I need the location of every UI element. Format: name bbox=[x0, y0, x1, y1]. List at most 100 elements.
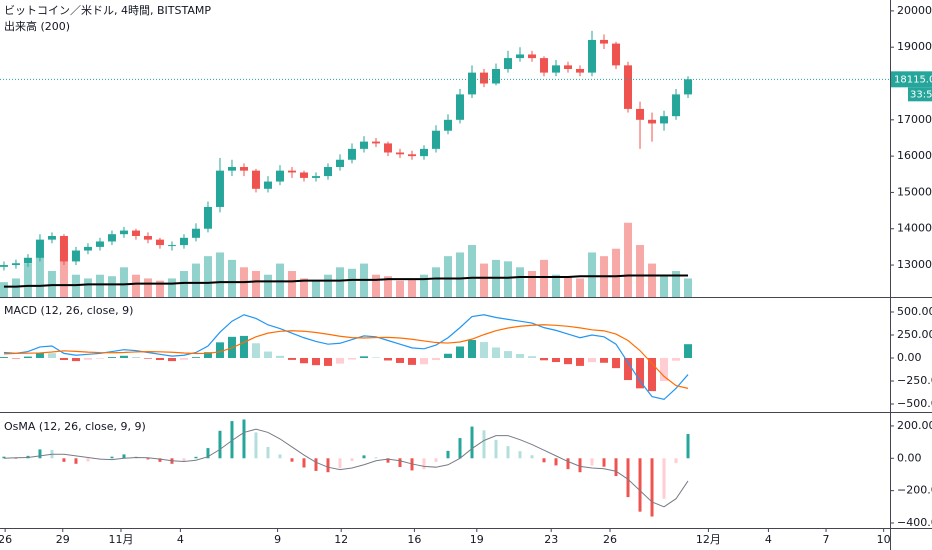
candle-body bbox=[71, 250, 80, 262]
volume-bar bbox=[107, 276, 116, 297]
volume-bar bbox=[383, 276, 392, 297]
macd-title: MACD (12, 26, close, 9) bbox=[4, 304, 133, 317]
histogram-bar bbox=[638, 458, 642, 512]
candle-body bbox=[419, 148, 428, 157]
histogram-bar bbox=[74, 458, 78, 464]
histogram-bar bbox=[362, 455, 366, 459]
volume-bar bbox=[119, 267, 128, 297]
histogram-bar bbox=[194, 456, 198, 459]
histogram-bar bbox=[576, 357, 585, 366]
candle-body bbox=[143, 236, 152, 240]
histogram-bar bbox=[38, 449, 42, 459]
volume-bar bbox=[636, 245, 645, 297]
histogram-bar bbox=[662, 458, 666, 499]
histogram-bar bbox=[612, 357, 621, 369]
x-tick-label: 10 bbox=[877, 533, 891, 546]
candle-body bbox=[600, 39, 609, 44]
histogram-bar bbox=[492, 347, 501, 358]
histogram-bar bbox=[446, 450, 450, 459]
histogram-bar bbox=[71, 357, 80, 362]
volume-bar bbox=[468, 245, 477, 297]
candle-body bbox=[468, 72, 477, 95]
histogram-bar bbox=[650, 458, 654, 517]
histogram-bar bbox=[600, 357, 609, 363]
y-tick-label: 17000.00 bbox=[897, 113, 932, 126]
y-tick-label: 15000.00 bbox=[897, 185, 932, 198]
candle-body bbox=[371, 141, 380, 144]
volume-bar bbox=[444, 256, 453, 297]
candle-body bbox=[684, 79, 693, 95]
candle-body bbox=[323, 167, 332, 177]
histogram-bar bbox=[350, 458, 354, 462]
candle-body bbox=[0, 265, 8, 267]
candle-body bbox=[263, 181, 272, 189]
candle-body bbox=[456, 94, 465, 120]
histogram-bar bbox=[254, 432, 258, 459]
histogram-bar bbox=[263, 351, 272, 358]
candle-body bbox=[59, 236, 68, 262]
histogram-bar bbox=[242, 419, 246, 459]
histogram-bar bbox=[434, 458, 438, 462]
candle-body bbox=[11, 263, 20, 266]
volume-bar bbox=[540, 259, 549, 297]
histogram-bar bbox=[578, 458, 582, 473]
y-tick-label: 19000.00 bbox=[897, 40, 932, 53]
histogram-bar bbox=[251, 343, 260, 358]
y-tick-label: 13000.00 bbox=[897, 258, 932, 271]
volume-label: 出来高 (200) bbox=[4, 19, 70, 33]
y-tick-label: 0.00 bbox=[897, 351, 922, 364]
histogram-bar bbox=[191, 357, 200, 358]
candle-body bbox=[191, 228, 200, 238]
candle-body bbox=[239, 167, 248, 171]
volume-bar bbox=[143, 278, 152, 297]
histogram-bar bbox=[386, 458, 390, 463]
histogram-bar bbox=[552, 357, 561, 363]
candle-body bbox=[444, 119, 453, 131]
candle-body bbox=[612, 43, 621, 66]
histogram-bar bbox=[431, 357, 440, 361]
histogram-bar bbox=[518, 451, 522, 459]
histogram-bar bbox=[590, 458, 594, 466]
candle-body bbox=[660, 116, 669, 124]
histogram-bar bbox=[14, 458, 18, 459]
candle-body bbox=[155, 239, 164, 246]
volume-bar bbox=[215, 252, 224, 297]
histogram-bar bbox=[179, 357, 188, 360]
volume-bar bbox=[371, 274, 380, 297]
histogram-bar bbox=[83, 357, 92, 360]
y-tick-label: −400.00 bbox=[897, 516, 932, 529]
histogram-bar bbox=[660, 357, 669, 381]
y-tick-label: 200.00 bbox=[897, 419, 932, 432]
histogram-bar bbox=[554, 458, 558, 466]
y-tick-label: −200.00 bbox=[897, 484, 932, 497]
volume-bar bbox=[83, 278, 92, 297]
histogram-bar bbox=[107, 357, 116, 358]
candle-body bbox=[576, 68, 585, 73]
volume-bar bbox=[311, 280, 320, 297]
volume-bar bbox=[588, 252, 597, 297]
candle-body bbox=[119, 230, 128, 235]
histogram-bar bbox=[542, 458, 546, 463]
volume-bar bbox=[564, 276, 573, 297]
histogram-bar bbox=[506, 446, 510, 459]
signal-line bbox=[3, 324, 689, 389]
candle-body bbox=[23, 257, 32, 264]
candle-body bbox=[107, 234, 116, 242]
histogram-bar bbox=[338, 458, 342, 469]
volume-ma-line bbox=[3, 274, 689, 288]
volume-bar bbox=[203, 256, 212, 297]
y-tick-label: 16000.00 bbox=[897, 149, 932, 162]
candle-body bbox=[203, 206, 212, 229]
volume-bar bbox=[431, 267, 440, 297]
countdown-box bbox=[908, 87, 932, 102]
candle-body bbox=[347, 148, 356, 160]
y-tick-label: 14000.00 bbox=[897, 222, 932, 235]
histogram-bar bbox=[458, 438, 462, 459]
candle-body bbox=[636, 108, 645, 120]
histogram-bar bbox=[636, 357, 645, 389]
histogram-bar bbox=[278, 454, 282, 459]
volume-bar bbox=[47, 271, 56, 297]
histogram-bar bbox=[648, 357, 657, 392]
volume-bar bbox=[35, 252, 44, 297]
x-tick-label: 19 bbox=[470, 533, 484, 546]
